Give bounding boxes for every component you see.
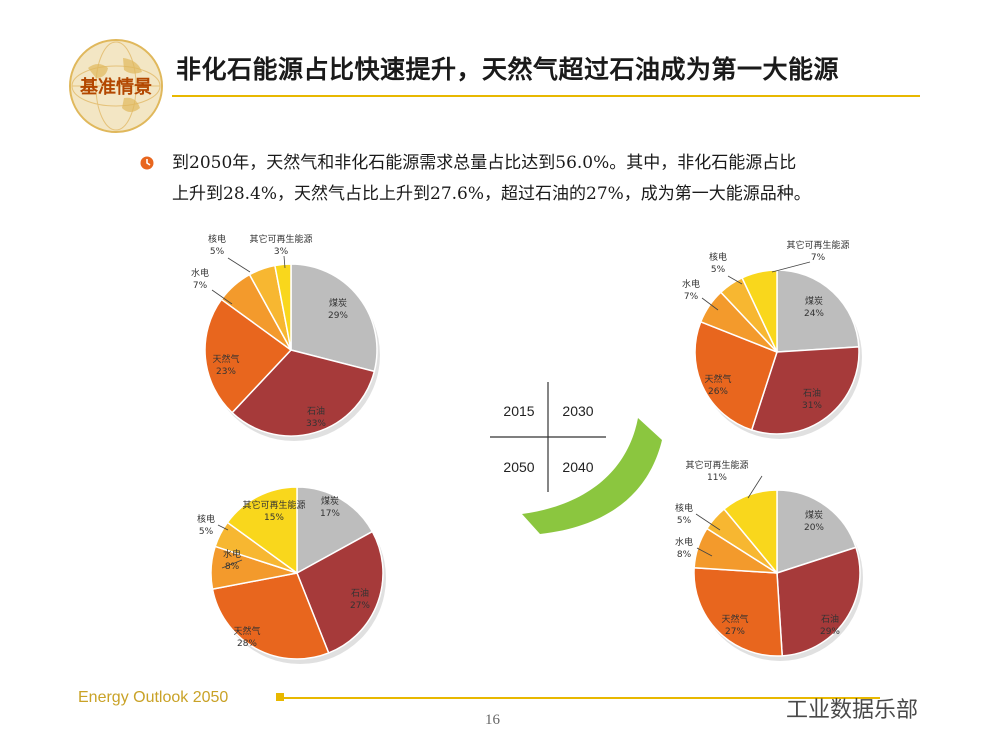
pie-label-2050-1: 石油 27% [350,587,370,611]
pie-leader-line [747,475,763,499]
quadrant-label-2050: 2050 [503,459,534,475]
pie-label-2040-4: 核电 5% [675,502,693,526]
pie-chart-2050: 煤炭 17% 石油 27% 天然气 28% 水电 8% 核电 5% 其它可再生能源 15% [197,486,386,664]
pie-leader-line [217,524,229,531]
pie-leader-line [771,261,811,273]
pie-label-2050-5: 其它可再生能源 15% [242,499,305,523]
pie-slice-2040-0 [776,489,857,575]
pie-label-2050-3: 水电 8% [223,548,241,572]
pie-slice-2050-5 [226,486,298,575]
pie-label-2015-5: 其它可再生能源 3% [249,233,312,257]
pie-leader-line [211,289,233,305]
pie-label-2015-2: 天然气 23% [212,353,239,377]
pie-leader-line [696,547,713,557]
pie-slice-2015-5 [274,263,292,351]
page-title: 非化石能源占比快速提升，天然气超过石油成为第一大能源 [176,55,840,84]
cycle-arrow-icon [522,418,662,534]
pie-label-2030-4: 核电 5% [709,251,727,275]
pie-slice-2030-5 [741,269,778,353]
pie-slice-2030-2 [694,320,778,431]
summary-line-2: 上升到28.4%，天然气占比上升到27.6%，超过石油的27%，成为第一大能源品… [172,184,811,204]
pie-slice-2030-0 [776,269,860,353]
pie-leader-line [695,513,721,531]
pie-label-2015-1: 石油 33% [306,405,326,429]
pie-label-2030-0: 煤炭 24% [804,295,824,319]
pie-leader-line [227,257,251,273]
pie-label-2040-0: 煤炭 20% [804,509,824,533]
pie-chart-2040: 煤炭 20% 石油 29% 天然气 27% 水电 8% 核电 5% 其它可再生能源 11% [675,459,863,661]
pie-label-2015-3: 水电 7% [191,267,209,291]
quadrant-label-2015: 2015 [503,403,534,419]
pie-label-2050-2: 天然气 28% [233,625,260,649]
title-divider [172,95,920,97]
pie-slice-2015-0 [290,263,378,373]
pie-label-2030-3: 水电 7% [682,278,700,302]
pie-leader-line [221,559,243,569]
watermark: 工业数据乐部 [786,698,919,723]
pie-leader-line [701,297,719,311]
pie-label-2040-3: 水电 8% [675,536,693,560]
pie-slice-2015-1 [231,349,376,437]
quadrant-label-2030: 2030 [562,403,593,419]
pie-slice-2040-5 [723,489,778,576]
quadrant-label-2040: 2040 [562,459,593,475]
summary-line-1: 到2050年，天然气和非化石能源需求总量占比达到56.0%。其中，非化石能源占比 [172,153,797,173]
pie-label-2040-2: 天然气 27% [721,613,748,637]
pie-slice-2040-2 [693,566,784,657]
pie-label-2040-5: 其它可再生能源 11% [685,459,748,483]
pie-label-2050-4: 核电 5% [197,513,215,537]
pie-label-2015-4: 核电 5% [208,233,226,257]
pie-label-2015-0: 煤炭 29% [328,297,348,321]
footer-title: Energy Outlook 2050 [78,689,229,706]
footer-divider [280,697,880,699]
pie-slice-2040-1 [776,546,861,657]
pie-slice-2050-2 [211,572,330,660]
pie-label-2030-1: 石油 31% [802,387,822,411]
logo-text: 基准情景 [79,76,152,98]
pie-chart-2030: 煤炭 24% 石油 31% 天然气 26% 水电 7% 核电 5% 其它可再生能源 7% [682,239,862,439]
pie-label-2030-2: 天然气 26% [704,373,731,397]
summary-text: 到2050年，天然气和非化石能源需求总量占比达到56.0%。其中，非化石能源占比… [172,148,932,210]
pie-label-2030-5: 其它可再生能源 7% [786,239,849,263]
pie-label-2040-1: 石油 29% [820,613,840,637]
pie-leader-line [727,275,743,285]
pie-slice-2050-1 [296,530,384,654]
bullet-icon [140,156,154,170]
logo: 基准情景 [69,39,163,133]
pie-slice-2015-2 [204,298,293,414]
pie-chart-2015: 煤炭 29% 石油 33% 天然气 23% 水电 7% 核电 5% 其它可再生能源 3% [191,233,380,441]
pie-slice-2030-1 [750,346,860,435]
pie-slice-2050-0 [296,486,374,575]
page-number: 16 [485,712,500,728]
pie-label-2050-0: 煤炭 17% [320,495,340,519]
pie-leader-line [283,255,286,269]
